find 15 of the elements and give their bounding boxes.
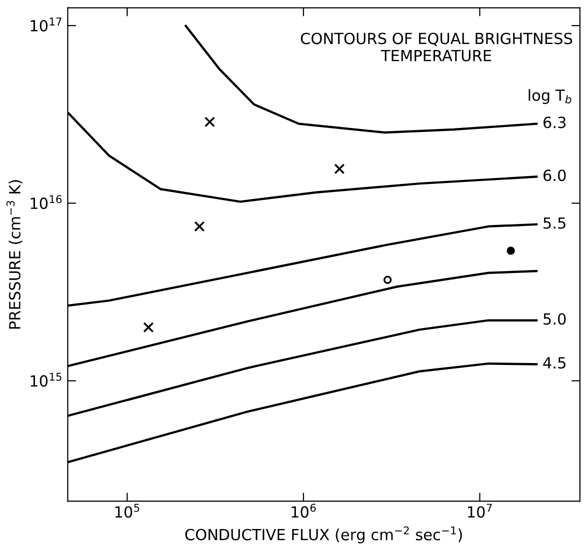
series-label: 5.0 — [544, 313, 566, 325]
x-tick-label: 10$^{6}$ — [292, 504, 316, 518]
series-label: 6.3 — [544, 116, 566, 128]
x-tick-label: 10$^{5}$ — [115, 504, 140, 518]
annotation: CONTOURS OF EQUAL BRIGHTNESS TEMPERATURE — [300, 32, 572, 62]
y-tick-label: 10$^{16}$ — [30, 195, 62, 210]
series-label: 6.0 — [544, 170, 566, 182]
x-tick-label: 10$^{7}$ — [468, 504, 492, 518]
series-label: 4.5 — [543, 357, 566, 369]
y-axis-title: PRESSURE (cm$^{−3}$ K) — [6, 180, 22, 329]
y-tick-label: 10$^{17}$ — [30, 18, 62, 32]
x-axis-title: CONDUCTIVE FLUX (erg cm$^{−2}$ sec$^{−1}$) — [185, 526, 462, 544]
annotation: log T$_{b}$ — [528, 89, 572, 104]
legend-label: 5.5 — [544, 217, 566, 229]
y-tick-label: 10$^{15}$ — [30, 372, 62, 387]
